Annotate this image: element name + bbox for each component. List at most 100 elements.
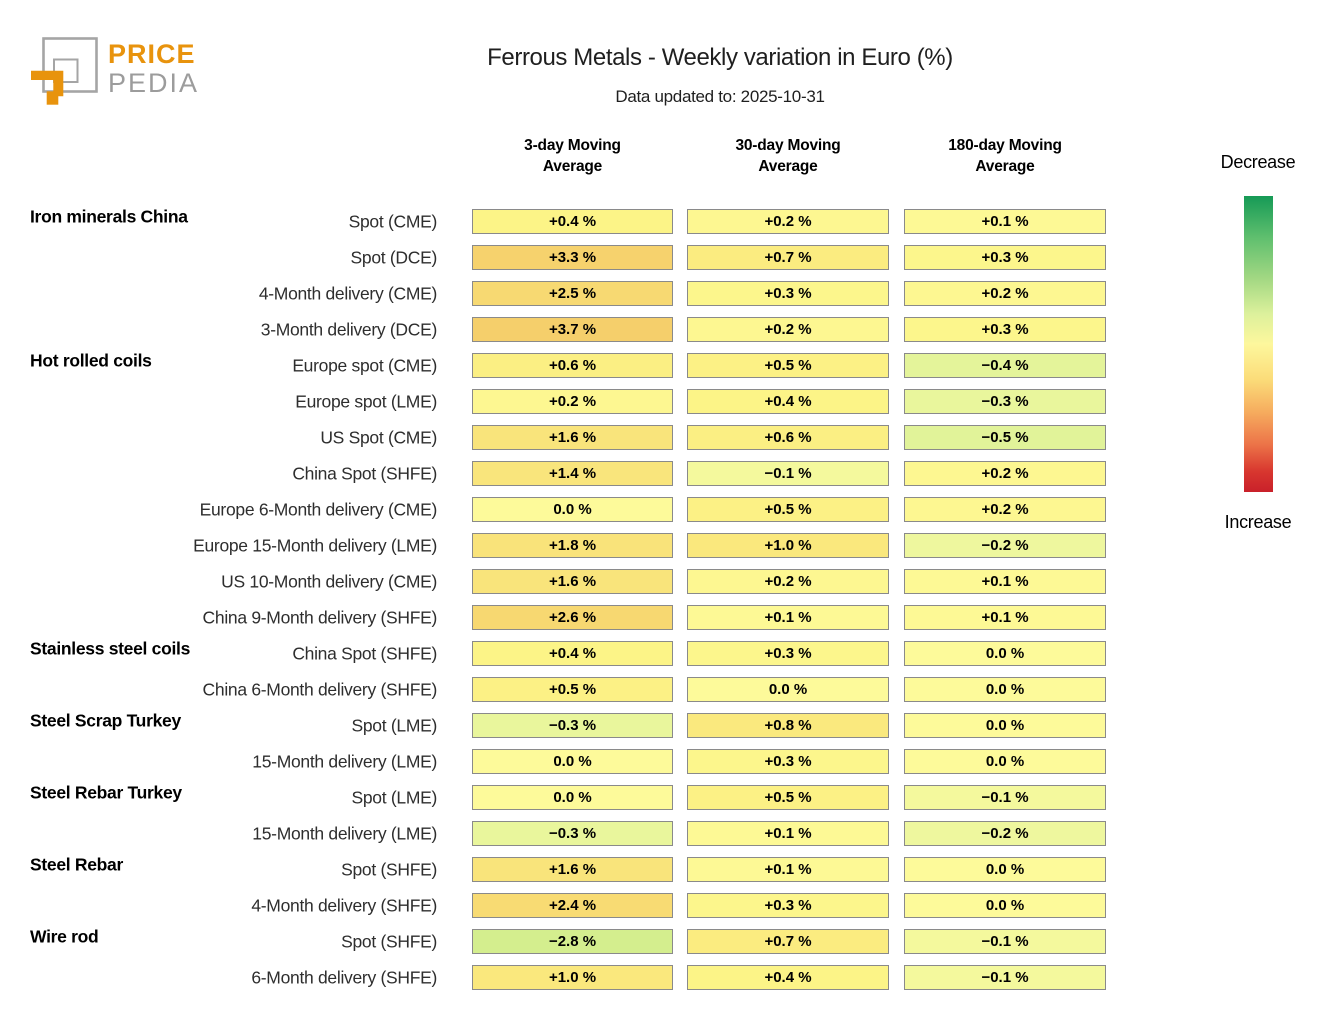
- heatmap-cell: +0.4 %: [687, 389, 889, 414]
- column-header-1: 3-day Moving Average: [524, 137, 621, 175]
- heatmap-cell: +0.4 %: [687, 965, 889, 990]
- heatmap-cell: −0.3 %: [904, 389, 1106, 414]
- heatmap-cell: 0.0 %: [472, 785, 673, 810]
- heatmap-cell: +0.2 %: [687, 569, 889, 594]
- row-label: Spot (SHFE): [341, 859, 437, 880]
- heatmap-cell: +0.2 %: [904, 281, 1106, 306]
- table-row: Wire rod Spot (SHFE) −2.8 % +0.7 % −0.1 %: [0, 924, 1320, 960]
- heatmap-cell: +0.2 %: [904, 497, 1106, 522]
- table-row: Steel Rebar Spot (SHFE) +1.6 % +0.1 % 0.0 %: [0, 852, 1320, 888]
- group-label: Steel Rebar Turkey: [30, 782, 182, 803]
- heatmap-cell: −0.4 %: [904, 353, 1106, 378]
- column-header-2: 30-day Moving Average: [735, 137, 841, 175]
- heatmap-cell: −0.3 %: [472, 821, 673, 846]
- heatmap-cell: +0.2 %: [687, 209, 889, 234]
- heatmap-cell: 0.0 %: [904, 677, 1106, 702]
- chart-subtitle: Data updated to: 2025-10-31: [615, 87, 825, 106]
- legend-increase-label: Increase: [1224, 512, 1292, 532]
- heatmap-cell: +0.2 %: [472, 389, 673, 414]
- heatmap-cell: +1.0 %: [687, 533, 889, 558]
- heatmap-cell: +0.2 %: [687, 317, 889, 342]
- heatmap-cell: +1.6 %: [472, 857, 673, 882]
- heatmap-cell: +0.1 %: [687, 605, 889, 630]
- heatmap-cell: +0.6 %: [472, 353, 673, 378]
- heatmap-cell: 0.0 %: [904, 893, 1106, 918]
- row-label: Spot (SHFE): [341, 931, 437, 952]
- heatmap-cell: +1.6 %: [472, 569, 673, 594]
- pricepedia-logo-mark: [31, 37, 98, 105]
- column-header-3: 180-day Moving Average: [948, 137, 1062, 175]
- heatmap-cell: +0.3 %: [904, 317, 1106, 342]
- table-row: Europe 6-Month delivery (CME) 0.0 % +0.5 %…: [0, 492, 1320, 528]
- heatmap-cell: +1.4 %: [472, 461, 673, 486]
- group-label: Steel Rebar: [30, 854, 123, 875]
- heatmap-cell: +0.1 %: [904, 209, 1106, 234]
- heatmap-cell: −0.3 %: [472, 713, 673, 738]
- heatmap-cell: −2.8 %: [472, 929, 673, 954]
- table-row: China Spot (SHFE) +1.4 % −0.1 % +0.2 %: [0, 456, 1320, 492]
- row-label: China 6-Month delivery (SHFE): [202, 679, 438, 700]
- heatmap-cell: +0.1 %: [904, 569, 1106, 594]
- row-label: 4-Month delivery (SHFE): [251, 895, 437, 916]
- heatmap-cell: 0.0 %: [904, 749, 1106, 774]
- table-row: 3-Month delivery (DCE) +3.7 % +0.2 % +0.3 %: [0, 312, 1320, 348]
- heatmap-cell: +1.6 %: [472, 425, 673, 450]
- table-row: 4-Month delivery (SHFE) +2.4 % +0.3 % 0.0 %: [0, 888, 1320, 924]
- heatmap-cell: +0.1 %: [687, 821, 889, 846]
- heatmap-cell: +3.3 %: [472, 245, 673, 270]
- row-label: Spot (LME): [351, 787, 438, 808]
- heatmap-cell: 0.0 %: [687, 677, 889, 702]
- colorbar-gradient: [1244, 196, 1273, 492]
- row-label: Europe 15-Month delivery (LME): [193, 535, 437, 556]
- heatmap-cell: +3.7 %: [472, 317, 673, 342]
- row-label: 15-Month delivery (LME): [252, 751, 437, 772]
- group-label: Hot rolled coils: [30, 350, 152, 371]
- heatmap-cell: +0.7 %: [687, 929, 889, 954]
- table-row: 15-Month delivery (LME) 0.0 % +0.3 % 0.0 %: [0, 744, 1320, 780]
- chart-title: Ferrous Metals - Weekly variation in Eur…: [487, 44, 953, 71]
- heatmap-cell: −0.5 %: [904, 425, 1106, 450]
- heatmap-cell: +1.0 %: [472, 965, 673, 990]
- heatmap-cell: +0.8 %: [687, 713, 889, 738]
- heatmap-cell: 0.0 %: [904, 857, 1106, 882]
- table-row: Steel Rebar Turkey Spot (LME) 0.0 % +0.5 % −…: [0, 780, 1320, 816]
- row-label: China Spot (SHFE): [292, 463, 437, 484]
- row-label: 6-Month delivery (SHFE): [251, 967, 437, 988]
- heatmap-cell: −0.2 %: [904, 533, 1106, 558]
- row-label: Spot (CME): [348, 211, 438, 232]
- heatmap-cell: +2.4 %: [472, 893, 673, 918]
- logo-word-pedia: PEDIA: [108, 68, 200, 98]
- heatmap-cell: −0.1 %: [904, 929, 1106, 954]
- group-label: Steel Scrap Turkey: [30, 710, 181, 731]
- heatmap-cell: +0.3 %: [687, 893, 889, 918]
- heatmap-cell: +0.1 %: [904, 605, 1106, 630]
- heatmap-cell: 0.0 %: [472, 497, 673, 522]
- heatmap-cell: +0.4 %: [472, 641, 673, 666]
- heatmap-cell: +0.5 %: [687, 785, 889, 810]
- row-label: China Spot (SHFE): [292, 643, 437, 664]
- table-row: China 6-Month delivery (SHFE) +0.5 % 0.0 %…: [0, 672, 1320, 708]
- row-label: US 10-Month delivery (CME): [221, 571, 437, 592]
- row-label: 15-Month delivery (LME): [252, 823, 437, 844]
- heatmap-cell: +0.3 %: [687, 281, 889, 306]
- row-label: Europe spot (LME): [295, 391, 437, 412]
- heatmap-cell: +0.5 %: [687, 497, 889, 522]
- row-label: 4-Month delivery (CME): [258, 283, 437, 304]
- heatmap-cell: +2.5 %: [472, 281, 673, 306]
- table-row: Europe spot (LME) +0.2 % +0.4 % −0.3 %: [0, 384, 1320, 420]
- table-row: 4-Month delivery (CME) +2.5 % +0.3 % +0.2 %: [0, 276, 1320, 312]
- heatmap-cell: −0.2 %: [904, 821, 1106, 846]
- heatmap-cell: +0.2 %: [904, 461, 1106, 486]
- table-row: Spot (DCE) +3.3 % +0.7 % +0.3 %: [0, 240, 1320, 276]
- heatmap-cell: −0.1 %: [687, 461, 889, 486]
- table-row: 15-Month delivery (LME) −0.3 % +0.1 % −0.2 …: [0, 816, 1320, 852]
- heatmap-cell: +0.3 %: [687, 749, 889, 774]
- heatmap-cell: 0.0 %: [904, 713, 1106, 738]
- row-label: 3-Month delivery (DCE): [260, 319, 438, 340]
- heatmap-cell: +0.6 %: [687, 425, 889, 450]
- heatmap-cell: 0.0 %: [904, 641, 1106, 666]
- pricepedia-logo-text: PRICE PEDIA: [108, 41, 199, 97]
- heatmap-cell: +0.7 %: [687, 245, 889, 270]
- table-row: US Spot (CME) +1.6 % +0.6 % −0.5 %: [0, 420, 1320, 456]
